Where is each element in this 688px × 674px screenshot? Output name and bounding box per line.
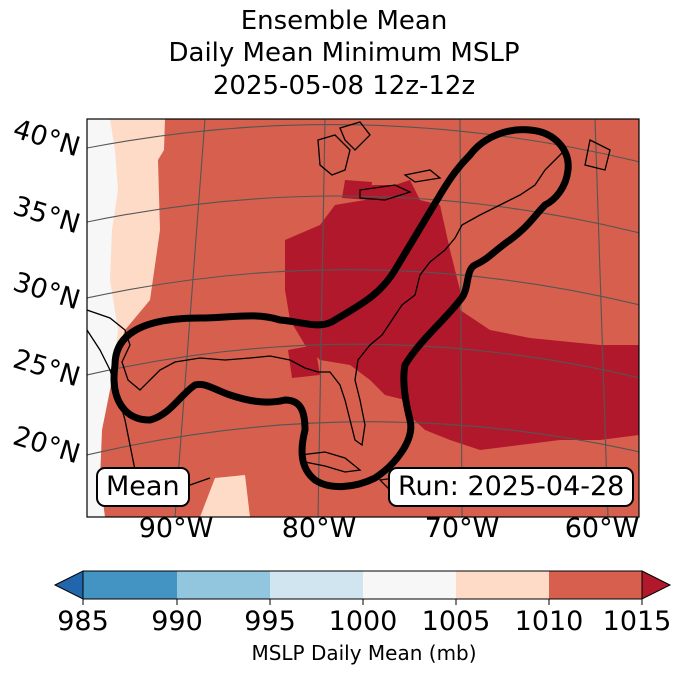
lon-label-80w: 80°W [281,513,357,544]
pressure-field-1005-1010-south [200,475,250,517]
colorbar-bin-985-990 [83,571,177,599]
pressure-field-above-1015 [285,180,639,450]
pressure-field-above-1015-lakes [342,180,372,200]
colorbar-extend-high [641,570,672,600]
coastline-cuba [298,451,362,473]
lon-label-60w: 60°W [564,513,640,544]
coastline-nova-scotia [584,139,611,171]
colorbar-bin-1000-1005 [363,571,456,599]
mean-label-box: Mean [96,467,190,507]
graticule-lon-60 [594,119,609,517]
coastline-gulf-atlantic [87,149,566,447]
lon-label-70w: 70°W [424,513,500,544]
title-line-3: 2025-05-08 12z-12z [212,71,476,101]
coastline-lake-erie [359,184,412,201]
coastline-lake-ontario [403,169,442,183]
title-line-1: Ensemble Mean [240,6,448,36]
colorbar-tick-990: 990 [151,606,203,637]
colorbar-tick-995: 995 [244,606,296,637]
graticule-lat-35 [87,195,639,234]
map-frame [86,118,640,518]
colorbar-tick-985: 985 [57,606,109,637]
colorbar-extend-low [53,570,84,600]
colorbar-tick-1010: 1010 [514,606,584,637]
colorbar-bin-995-1000 [270,571,363,599]
colorbar-label: MSLP Daily Mean (mb) [251,641,477,665]
graticule-lon-80 [317,119,326,517]
graticule-lat-20 [87,421,639,456]
run-date-label-box: Run: 2025-04-28 [388,467,635,507]
colorbar-bin-1005-1010 [456,571,549,599]
pressure-field-1000-1005 [87,119,118,517]
colorbar-tick-1005: 1005 [421,606,491,637]
colorbar [53,570,672,605]
graticule-lat-30 [87,269,639,306]
colorbar-bin-990-995 [177,571,270,599]
lon-label-90w: 90°W [138,513,214,544]
title-line-2: Daily Mean Minimum MSLP [168,38,520,68]
colorbar-tick-1000: 1000 [328,606,398,637]
graticule-lon-70 [459,119,463,517]
colorbar-bin-1010-1015 [549,571,642,599]
coastlines [87,121,611,491]
coastline-lake-huron [339,121,371,151]
ensemble-mean-contour [110,126,572,491]
colorbar-tick-1015: 1015 [602,606,672,637]
map-panel [87,119,639,517]
coastline-lake-michigan [317,134,351,176]
graticule-lat-25 [87,343,639,379]
